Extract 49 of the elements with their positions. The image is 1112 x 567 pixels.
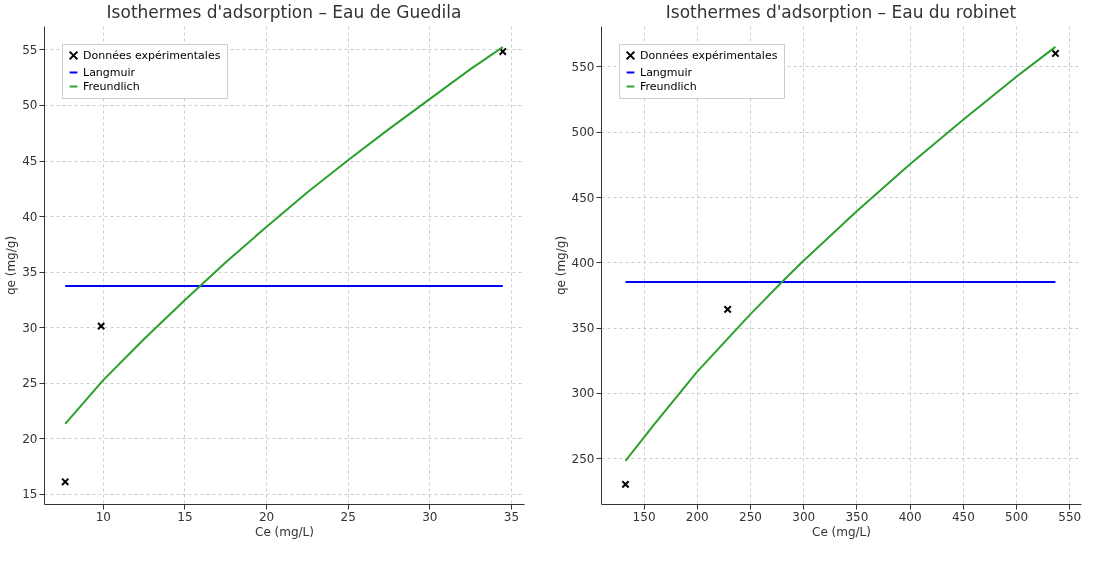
legend-label: Freundlich xyxy=(640,79,697,93)
legend-label: Langmuir xyxy=(83,65,136,79)
x-tick-label: 25 xyxy=(340,509,356,524)
y-axis-title: qe (mg/g) xyxy=(4,235,19,296)
y-tick-label: 350 xyxy=(571,321,595,336)
x-tick-label: 35 xyxy=(503,509,520,524)
y-tick-label: 500 xyxy=(571,125,595,140)
y-tick-label: 30 xyxy=(22,320,38,335)
y-tick-label: 45 xyxy=(22,154,38,169)
x-tick-label: 350 xyxy=(845,509,869,524)
x-tick-label: 150 xyxy=(632,509,656,524)
y-tick-label: 550 xyxy=(571,59,595,74)
x-tick-label: 450 xyxy=(951,509,975,524)
point xyxy=(621,480,630,489)
x-axis-title: Ce (mg/L) xyxy=(255,524,314,539)
legend-label: Freundlich xyxy=(83,79,140,93)
y-tick-label: 35 xyxy=(22,265,38,280)
y-tick-label: 15 xyxy=(22,487,38,502)
y-tick-label: 450 xyxy=(571,190,595,205)
y-axis-title: qe (mg/g) xyxy=(553,235,568,296)
line-series xyxy=(64,46,504,425)
x-tick-label: 400 xyxy=(898,509,922,524)
y-tick-label: 300 xyxy=(571,386,595,401)
point xyxy=(1051,49,1060,58)
x-tick-label: 300 xyxy=(792,509,816,524)
x-axis-title: Ce (mg/L) xyxy=(812,524,871,539)
line-series xyxy=(624,45,1057,462)
y-tick-label: 20 xyxy=(22,431,38,446)
point xyxy=(96,321,106,331)
x-tick-label: 10 xyxy=(95,509,111,524)
x-tick-label: 500 xyxy=(1005,509,1029,524)
y-tick-label: 40 xyxy=(22,209,38,224)
y-tick-label: 50 xyxy=(22,98,38,113)
legend-label: Langmuir xyxy=(640,65,693,79)
legend-label: Données expérimentales xyxy=(83,48,221,62)
chart-title: Isothermes d'adsorption – Eau de Guedila xyxy=(106,2,462,22)
y-tick-label: 55 xyxy=(22,42,38,57)
x-tick-label: 20 xyxy=(258,509,275,524)
x-tick-label: 200 xyxy=(685,509,709,524)
x-tick-label: 30 xyxy=(422,509,438,524)
x-tick-label: 15 xyxy=(177,509,193,524)
y-tick-label: 250 xyxy=(571,451,595,466)
chart-title: Isothermes d'adsorption – Eau du robinet xyxy=(665,2,1017,22)
y-tick-label: 400 xyxy=(571,255,595,270)
point xyxy=(723,305,732,314)
y-tick-label: 25 xyxy=(22,376,38,391)
x-tick-label: 250 xyxy=(739,509,762,524)
legend-label: Données expérimentales xyxy=(640,48,778,62)
x-tick-label: 550 xyxy=(1058,509,1082,524)
